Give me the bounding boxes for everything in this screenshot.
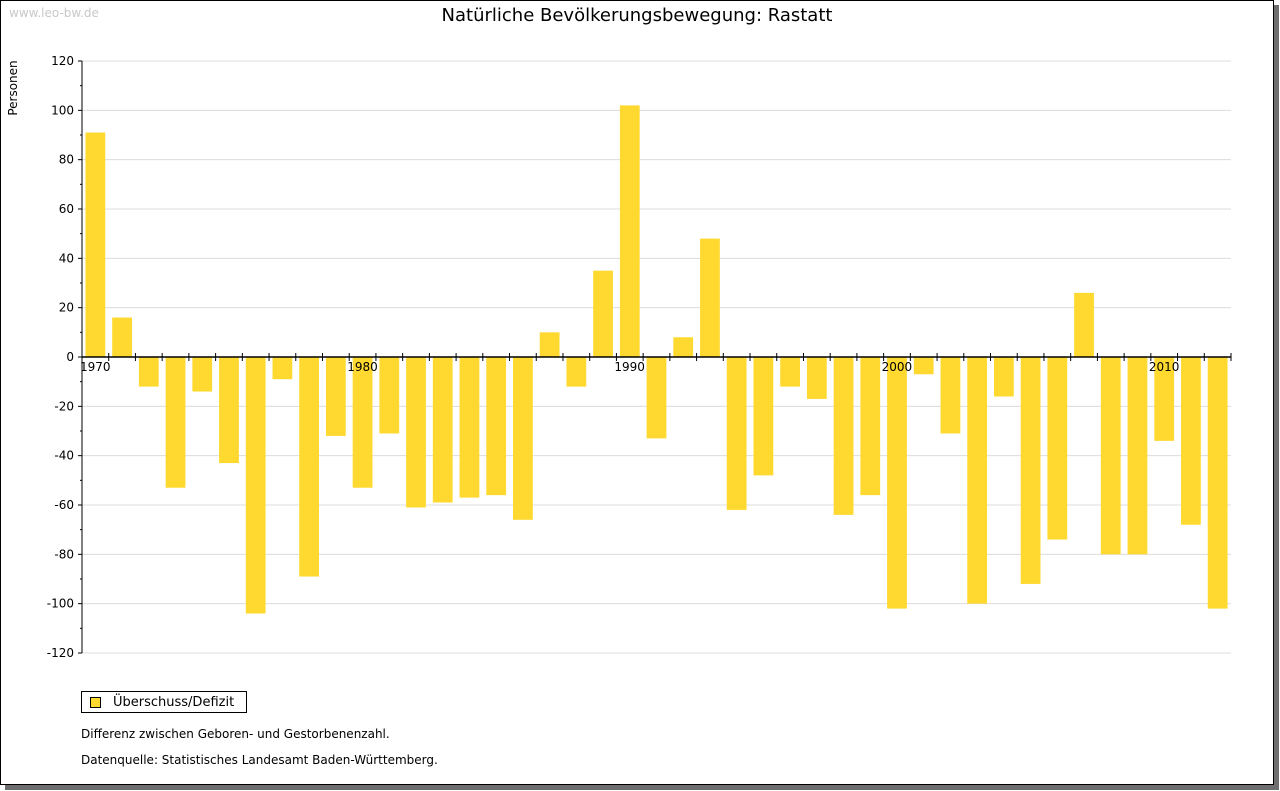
bar — [539, 332, 560, 357]
bar — [619, 105, 640, 358]
watermark: www.leo-bw.de — [9, 6, 99, 20]
note-difference: Differenz zwischen Geboren- und Gestorbe… — [81, 727, 390, 741]
bar — [1047, 357, 1068, 540]
bar — [1154, 357, 1175, 441]
x-tick-label: 1970 — [80, 360, 111, 374]
bar — [245, 357, 266, 614]
x-tick-label: 1980 — [347, 360, 378, 374]
y-tick-label: 60 — [59, 202, 74, 216]
bar — [913, 357, 934, 375]
bar — [833, 357, 854, 515]
bar — [700, 238, 720, 357]
y-tick-label: 80 — [59, 153, 74, 167]
bar — [432, 357, 453, 503]
bar — [806, 357, 827, 399]
bars — [85, 105, 1228, 614]
bar — [967, 357, 988, 604]
y-tick-label: 20 — [59, 301, 74, 315]
x-tick-label: 2010 — [1149, 360, 1180, 374]
x-tick-label: 2000 — [882, 360, 913, 374]
y-tick-label: -80 — [54, 547, 74, 561]
note-source: Datenquelle: Statistisches Landesamt Bad… — [81, 753, 438, 767]
bar — [1100, 357, 1121, 555]
bar — [753, 357, 774, 476]
bar — [513, 357, 533, 520]
bar — [1074, 292, 1094, 357]
bar — [352, 357, 373, 488]
bar — [138, 357, 159, 387]
legend-label: Überschuss/Defizit — [113, 694, 235, 710]
y-tick-label: 120 — [51, 54, 74, 68]
bar — [993, 357, 1014, 397]
legend-swatch — [90, 696, 101, 708]
bar — [673, 337, 694, 357]
y-tick-label: -60 — [54, 498, 74, 512]
bar — [1020, 357, 1041, 584]
bar — [887, 357, 907, 609]
bar-chart: 120 100 80 60 40 20 0 -20 -40 -60 -80 -100 -120 1970 1… — [47, 54, 1232, 660]
y-tick-label: -40 — [54, 449, 74, 463]
bar — [406, 357, 426, 508]
y-tick-label: 40 — [59, 251, 74, 265]
bar — [219, 357, 239, 464]
bar — [726, 357, 747, 510]
bar — [192, 357, 213, 392]
bar — [299, 357, 320, 577]
bar — [593, 270, 613, 357]
bar — [272, 357, 293, 380]
x-tick-label: 1990 — [614, 360, 645, 374]
bar — [1207, 357, 1228, 609]
y-tick-label: 0 — [66, 350, 74, 364]
bar — [780, 357, 800, 387]
bar — [459, 357, 480, 498]
bar — [85, 132, 106, 357]
bar — [486, 357, 507, 496]
bar — [566, 357, 587, 387]
bar — [112, 317, 132, 357]
bar — [1127, 357, 1148, 555]
chart-title: Natürliche Bevölkerungsbewegung: Rastatt — [441, 5, 833, 26]
bar — [379, 357, 400, 434]
legend: Überschuss/Defizit — [81, 691, 248, 713]
y-tick-label: -20 — [54, 399, 74, 413]
axes: 120 100 80 60 40 20 0 -20 -40 -60 -80 -100 -120 1970 1… — [47, 54, 1232, 660]
y-tick-label: -120 — [47, 646, 74, 660]
bar — [165, 357, 186, 488]
bar — [940, 357, 961, 434]
bar — [860, 357, 881, 496]
y-tick-label: -100 — [47, 597, 74, 611]
y-tick-label: 100 — [51, 103, 74, 117]
bar — [1181, 357, 1201, 525]
bar — [325, 357, 346, 436]
bar — [646, 357, 667, 439]
